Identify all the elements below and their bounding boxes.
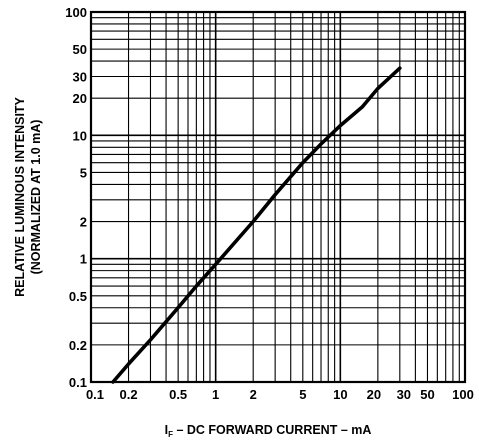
x-tick-label: 2	[250, 387, 257, 402]
y-axis-label-line-1: RELATIVE LUMINOUS INTENSITY	[13, 96, 27, 296]
x-tick-label: 50	[420, 387, 434, 402]
y-tick-label: 10	[73, 128, 87, 143]
y-tick-labels: 0.1 0.2 0.5 1 2 5 10 20 30 50 100	[65, 5, 87, 390]
x-axis-label-prefix: I	[165, 423, 168, 437]
x-tick-label: 1	[212, 387, 219, 402]
grid	[91, 12, 465, 382]
series-line	[111, 66, 402, 384]
y-tick-label: 20	[73, 91, 87, 106]
x-tick-label: 30	[397, 387, 411, 402]
x-tick-label: 100	[452, 387, 474, 402]
y-tick-label: 2	[80, 215, 87, 230]
x-tick-label: 0.1	[86, 387, 104, 402]
x-tick-labels: 0.1 0.2 0.5 1 2 5 10 20 30 50 100	[86, 387, 474, 402]
y-tick-label: 0.1	[69, 375, 87, 390]
x-tick-label: 0.2	[119, 387, 137, 402]
y-tick-label: 1	[80, 252, 87, 267]
series-group	[111, 66, 402, 384]
plot-frame	[89, 10, 467, 384]
y-tick-label: 100	[65, 5, 87, 20]
y-axis-label-line-2: (NORMALIZED AT 1.0 mA)	[29, 120, 43, 275]
x-tick-label: 5	[299, 387, 306, 402]
x-tick-label: 20	[367, 387, 381, 402]
y-tick-label: 30	[73, 69, 87, 84]
y-tick-label: 5	[80, 165, 87, 180]
y-tick-label: 0.2	[69, 338, 87, 353]
x-axis-label: IF – DC FORWARD CURRENT – mA	[165, 423, 372, 439]
x-axis-label-subscript: F	[168, 430, 173, 439]
x-tick-label: 10	[333, 387, 347, 402]
y-tick-label: 50	[73, 42, 87, 57]
x-axis-label-rest: – DC FORWARD CURRENT – mA	[173, 423, 371, 437]
x-tick-label: 0.5	[169, 387, 187, 402]
y-tick-label: 0.5	[69, 289, 87, 304]
